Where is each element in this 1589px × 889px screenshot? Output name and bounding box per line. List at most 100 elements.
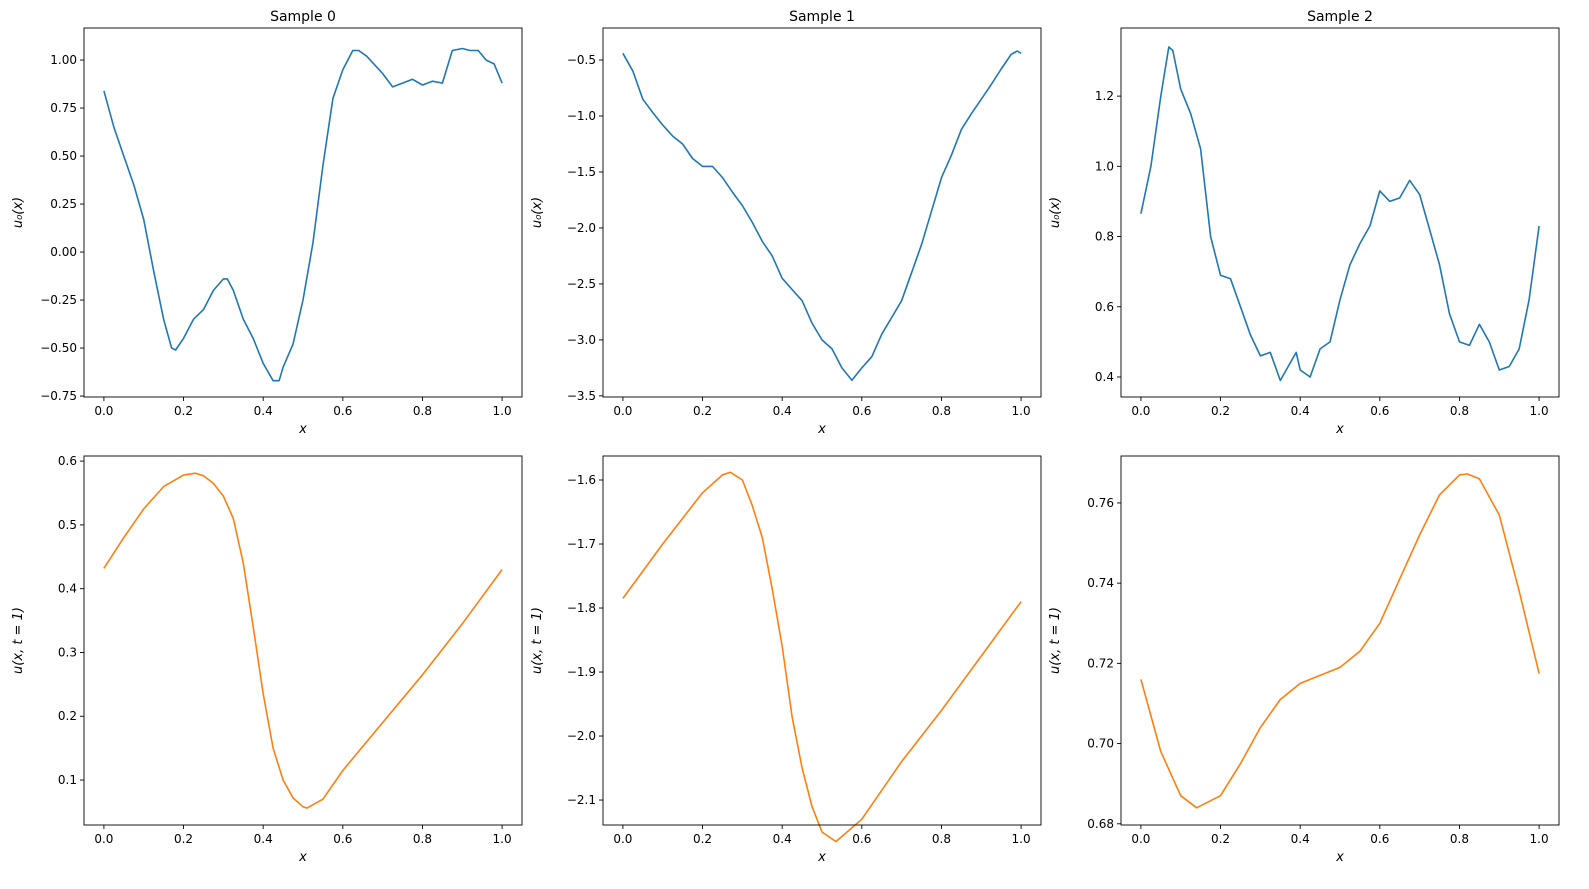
x-axis-label: x (1335, 422, 1344, 437)
x-tick-label: 0.4 (773, 404, 792, 418)
x-tick-label: 1.0 (1012, 404, 1031, 418)
x-tick-label: 0.2 (693, 832, 712, 846)
x-tick-label: 0.0 (1131, 832, 1150, 846)
x-tick-label: 0.2 (174, 404, 193, 418)
y-tick-label: 0.6 (1095, 300, 1114, 314)
y-tick-label: 0.2 (58, 709, 77, 723)
x-tick-label: 0.4 (254, 832, 273, 846)
subplot-4: 0.0 0.2 0.4 0.6 0.8 1.0 −2.1 −2.0 −1.9 −1.8 −1.7 −1… (530, 455, 1042, 865)
x-tick-label: 1.0 (1530, 404, 1549, 418)
subplot-title: Sample 1 (789, 9, 855, 25)
series-line (103, 47, 503, 382)
series-line (622, 50, 1022, 381)
y-tick-label: −1.7 (567, 537, 596, 551)
x-tick-label: 0.0 (613, 832, 632, 846)
x-tick-label: 0.6 (1370, 404, 1389, 418)
subplot-title: Sample 0 (270, 9, 336, 25)
y-tick-label: −2.0 (567, 729, 596, 743)
x-tick-label: 0.8 (932, 404, 951, 418)
y-tick-label: 0.50 (50, 149, 77, 163)
y-tick-label: 0.25 (50, 197, 77, 211)
x-tick-label: 0.6 (333, 832, 352, 846)
y-tick-label: −3.5 (567, 389, 596, 403)
x-axis-label: x (298, 850, 307, 865)
y-tick-label: 1.00 (50, 53, 77, 67)
x-tick-label: 1.0 (1012, 832, 1031, 846)
y-tick-label: −2.5 (567, 277, 596, 291)
axes-frame (602, 455, 1042, 826)
axes-frame (1120, 455, 1560, 826)
series-line (103, 472, 503, 809)
x-tick-label: 0.0 (613, 404, 632, 418)
y-tick-label: −1.9 (567, 665, 596, 679)
y-tick-label: 1.2 (1095, 89, 1114, 103)
x-tick-label: 1.0 (493, 404, 512, 418)
series-line (1140, 46, 1540, 382)
x-tick-label: 0.6 (852, 832, 871, 846)
axes-frame (602, 27, 1042, 398)
x-tick-label: 0.0 (1131, 404, 1150, 418)
x-tick-label: 0.2 (174, 832, 193, 846)
y-tick-label: −1.5 (567, 165, 596, 179)
x-tick-label: 0.4 (1291, 832, 1310, 846)
y-tick-label: −0.5 (567, 53, 596, 67)
axes-frame (83, 27, 523, 398)
x-tick-label: 0.2 (1211, 832, 1230, 846)
x-tick-label: 0.8 (413, 832, 432, 846)
x-tick-label: 1.0 (1530, 832, 1549, 846)
x-axis-label: x (817, 850, 826, 865)
x-axis-label: x (298, 422, 307, 437)
x-axis-label: x (1335, 850, 1344, 865)
y-tick-label: 0.4 (1095, 370, 1114, 384)
y-tick-label: −1.8 (567, 601, 596, 615)
y-axis-label: u₀(x) (11, 197, 26, 228)
y-axis-label: u(x, t = 1) (530, 607, 545, 674)
subplot-1: 0.0 0.2 0.4 0.6 0.8 1.0 −3.5 −3.0 −2.5 −2.0 −1.5 −1… (530, 9, 1042, 437)
y-tick-label: −1.6 (567, 473, 596, 487)
y-tick-label: −2.1 (567, 793, 596, 807)
y-tick-label: 0.00 (50, 245, 77, 259)
y-tick-label: 0.3 (58, 645, 77, 659)
y-tick-label: 0.68 (1087, 817, 1114, 831)
x-tick-label: 1.0 (493, 832, 512, 846)
y-tick-label: 0.8 (1095, 230, 1114, 244)
x-tick-label: 0.8 (1450, 404, 1469, 418)
axes-frame (1120, 27, 1560, 398)
y-tick-label: 0.5 (58, 518, 77, 532)
y-tick-label: 1.0 (1095, 159, 1114, 173)
x-tick-label: 0.2 (1211, 404, 1230, 418)
x-tick-label: 0.0 (94, 404, 113, 418)
y-tick-label: −1.0 (567, 109, 596, 123)
x-tick-label: 0.6 (333, 404, 352, 418)
x-tick-label: 0.4 (773, 832, 792, 846)
subplot-title: Sample 2 (1307, 9, 1373, 25)
subplot-2: 0.0 0.2 0.4 0.6 0.8 1.0 0.4 0.6 0.8 1.0 1.2 Sample … (1048, 9, 1560, 437)
y-tick-label: −2.0 (567, 221, 596, 235)
y-tick-label: −3.0 (567, 333, 596, 347)
y-tick-label: 0.6 (58, 454, 77, 468)
x-tick-label: 0.4 (254, 404, 273, 418)
y-tick-label: 0.75 (50, 101, 77, 115)
y-axis-label: u(x, t = 1) (1048, 607, 1063, 674)
y-axis-label: u₀(x) (530, 197, 545, 228)
y-axis-label: u₀(x) (1048, 197, 1063, 228)
y-tick-label: 0.70 (1087, 737, 1114, 751)
axes-frame (83, 455, 523, 826)
y-axis-label: u(x, t = 1) (11, 607, 26, 674)
y-tick-label: 0.72 (1087, 656, 1114, 670)
series-line (1140, 473, 1540, 809)
series-line (622, 471, 1022, 843)
subplot-0: 0.0 0.2 0.4 0.6 0.8 1.0 −0.75 −0.50 −0.25 0.00 0.2… (11, 9, 523, 437)
x-tick-label: 0.0 (94, 832, 113, 846)
x-tick-label: 0.6 (852, 404, 871, 418)
y-tick-label: −0.25 (40, 293, 77, 307)
subplot-5: 0.0 0.2 0.4 0.6 0.8 1.0 0.68 0.70 0.72 0.74 0.76 x u… (1048, 455, 1560, 865)
x-tick-label: 0.2 (693, 404, 712, 418)
x-tick-label: 0.8 (413, 404, 432, 418)
x-tick-label: 0.8 (932, 832, 951, 846)
y-tick-label: −0.50 (40, 341, 77, 355)
y-tick-label: 0.4 (58, 582, 77, 596)
y-tick-label: 0.1 (58, 773, 77, 787)
x-axis-label: x (817, 422, 826, 437)
